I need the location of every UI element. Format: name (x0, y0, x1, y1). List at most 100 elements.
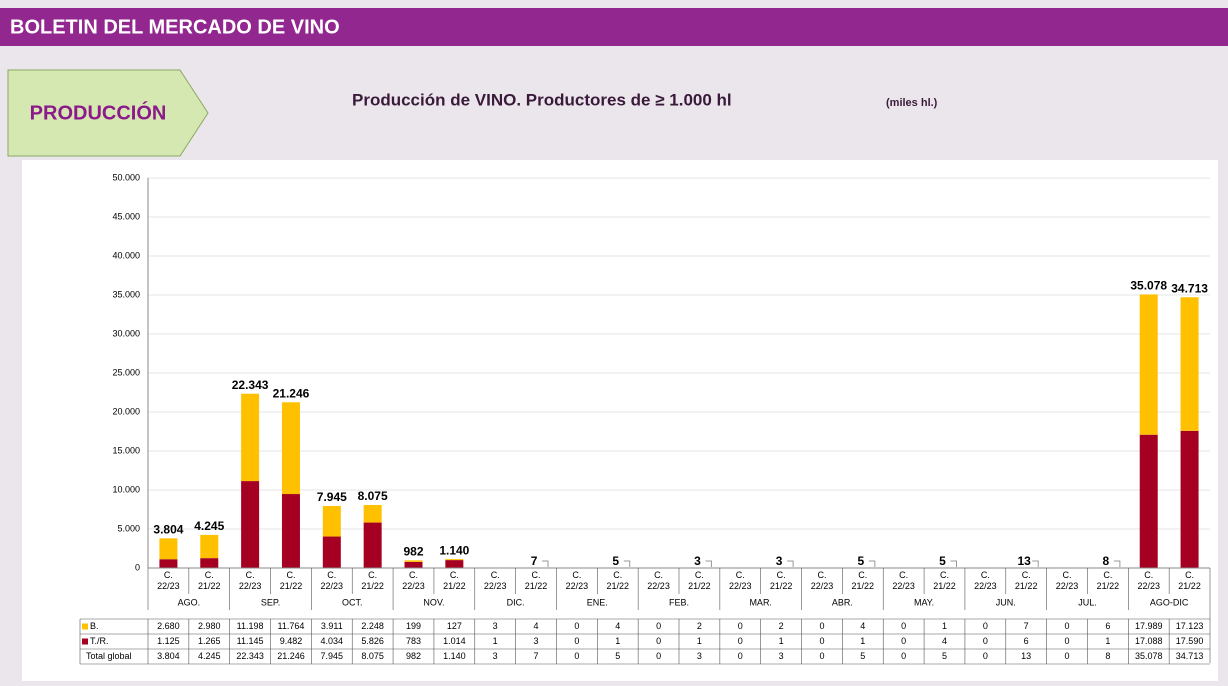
category-label: C. 22/23 (965, 570, 1006, 592)
category-label: C. 22/23 (393, 570, 434, 592)
group-label: MAR. (749, 597, 772, 607)
row-label: B. (90, 621, 99, 631)
table-cell: 0 (738, 621, 743, 631)
table-cell: 4 (860, 621, 865, 631)
category-label: C. 22/23 (1128, 570, 1169, 592)
table-cell: 0 (819, 621, 824, 631)
bar-segment (445, 560, 463, 568)
x-tick-label: C. 21/22 (189, 570, 230, 596)
x-tick-label: C. 22/23 (1128, 570, 1169, 596)
table-cell: 9.482 (280, 636, 303, 646)
table-cell: 35.078 (1135, 651, 1163, 661)
bar-segment (282, 494, 300, 568)
data-label: 8 (1103, 554, 1110, 568)
bar-segment (364, 523, 382, 568)
table-cell: 982 (406, 651, 421, 661)
y-tick-label: 45.000 (112, 211, 140, 221)
table-cell: 0 (574, 621, 579, 631)
table-cell: 7 (1024, 621, 1029, 631)
group-label: MAY. (914, 597, 934, 607)
data-label: 34.713 (1171, 281, 1208, 295)
data-label: 5 (939, 554, 946, 568)
table-cell: 3 (697, 651, 702, 661)
y-tick-label: 25.000 (112, 367, 140, 377)
category-label: C. 21/22 (1087, 570, 1128, 592)
x-tick-label: C. 21/22 (924, 570, 965, 596)
category-label: C. 21/22 (189, 570, 230, 592)
table-cell: 2 (779, 621, 784, 631)
group-label: AGO-DIC (1150, 597, 1189, 607)
data-label: 22.343 (232, 378, 269, 392)
table-cell: 17.590 (1176, 636, 1204, 646)
category-label: C. 21/22 (1006, 570, 1047, 592)
y-tick-label: 15.000 (112, 445, 140, 455)
category-label: C. 21/22 (352, 570, 393, 592)
bar-segment (159, 538, 177, 559)
y-tick-label: 10.000 (112, 484, 140, 494)
table-cell: 0 (1065, 621, 1070, 631)
group-label: JUL. (1078, 597, 1097, 607)
table-cell: 1.125 (157, 636, 180, 646)
table-cell: 0 (983, 636, 988, 646)
table-cell: 4 (942, 636, 947, 646)
table-cell: 0 (1065, 636, 1070, 646)
x-tick-label: C. 22/23 (1047, 570, 1088, 596)
table-cell: 8 (1105, 651, 1110, 661)
group-label: SEP. (261, 597, 280, 607)
table-cell: 2.980 (198, 621, 221, 631)
table-cell: 17.088 (1135, 636, 1163, 646)
legend-swatch (82, 639, 88, 645)
table-cell: 199 (406, 621, 421, 631)
row-label: Total global (86, 651, 132, 661)
table-cell: 3.804 (157, 651, 180, 661)
y-tick-label: 30.000 (112, 328, 140, 338)
table-cell: 1 (942, 621, 947, 631)
table-cell: 0 (1065, 651, 1070, 661)
category-label: C. 21/22 (516, 570, 557, 592)
category-label: C. 21/22 (1169, 570, 1210, 592)
x-tick-label: C. 22/23 (475, 570, 516, 596)
bar-segment (1140, 294, 1158, 434)
data-label: 5 (857, 554, 864, 568)
table-cell: 3 (779, 651, 784, 661)
table-cell: 21.246 (277, 651, 305, 661)
data-label: 982 (403, 545, 423, 559)
data-label: 3 (694, 554, 701, 568)
category-label: C. 22/23 (638, 570, 679, 592)
category-label: C. 22/23 (883, 570, 924, 592)
x-tick-label: C. 21/22 (271, 570, 312, 596)
table-cell: 5 (860, 651, 865, 661)
table-cell: 11.198 (237, 621, 264, 631)
bar-segment (323, 537, 341, 568)
x-tick-label: C. 21/22 (761, 570, 802, 596)
category-label: C. 22/23 (148, 570, 189, 592)
table-cell: 0 (901, 621, 906, 631)
data-label: 7.945 (317, 490, 347, 504)
y-tick-label: 40.000 (112, 250, 140, 260)
x-tick-label: C. 21/22 (434, 570, 475, 596)
chart-title: Producción de VINO. Productores de ≥ 1.0… (352, 90, 732, 109)
category-label: C. 21/22 (597, 570, 638, 592)
category-label: C. 21/22 (924, 570, 965, 592)
table-cell: 1 (493, 636, 498, 646)
chart-subtitle: (miles hl.) (886, 97, 938, 109)
table-cell: 5.826 (361, 636, 384, 646)
x-tick-label: C. 22/23 (883, 570, 924, 596)
category-label: C. 22/23 (556, 570, 597, 592)
category-label: C. 22/23 (802, 570, 843, 592)
row-label: T./R. (90, 636, 109, 646)
x-tick-label: C. 22/23 (965, 570, 1006, 596)
bar-segment (1181, 297, 1199, 431)
chart-area (22, 160, 1218, 681)
table-cell: 6 (1105, 621, 1110, 631)
group-label: FEB. (669, 597, 689, 607)
table-cell: 1.140 (443, 651, 466, 661)
table-cell: 3 (493, 621, 498, 631)
bar-segment (241, 481, 259, 568)
table-cell: 7.945 (321, 651, 344, 661)
category-label: C. 22/23 (475, 570, 516, 592)
bar-segment (1140, 435, 1158, 568)
table-cell: 0 (983, 621, 988, 631)
data-label: 13 (1018, 554, 1032, 568)
bar-segment (282, 402, 300, 494)
